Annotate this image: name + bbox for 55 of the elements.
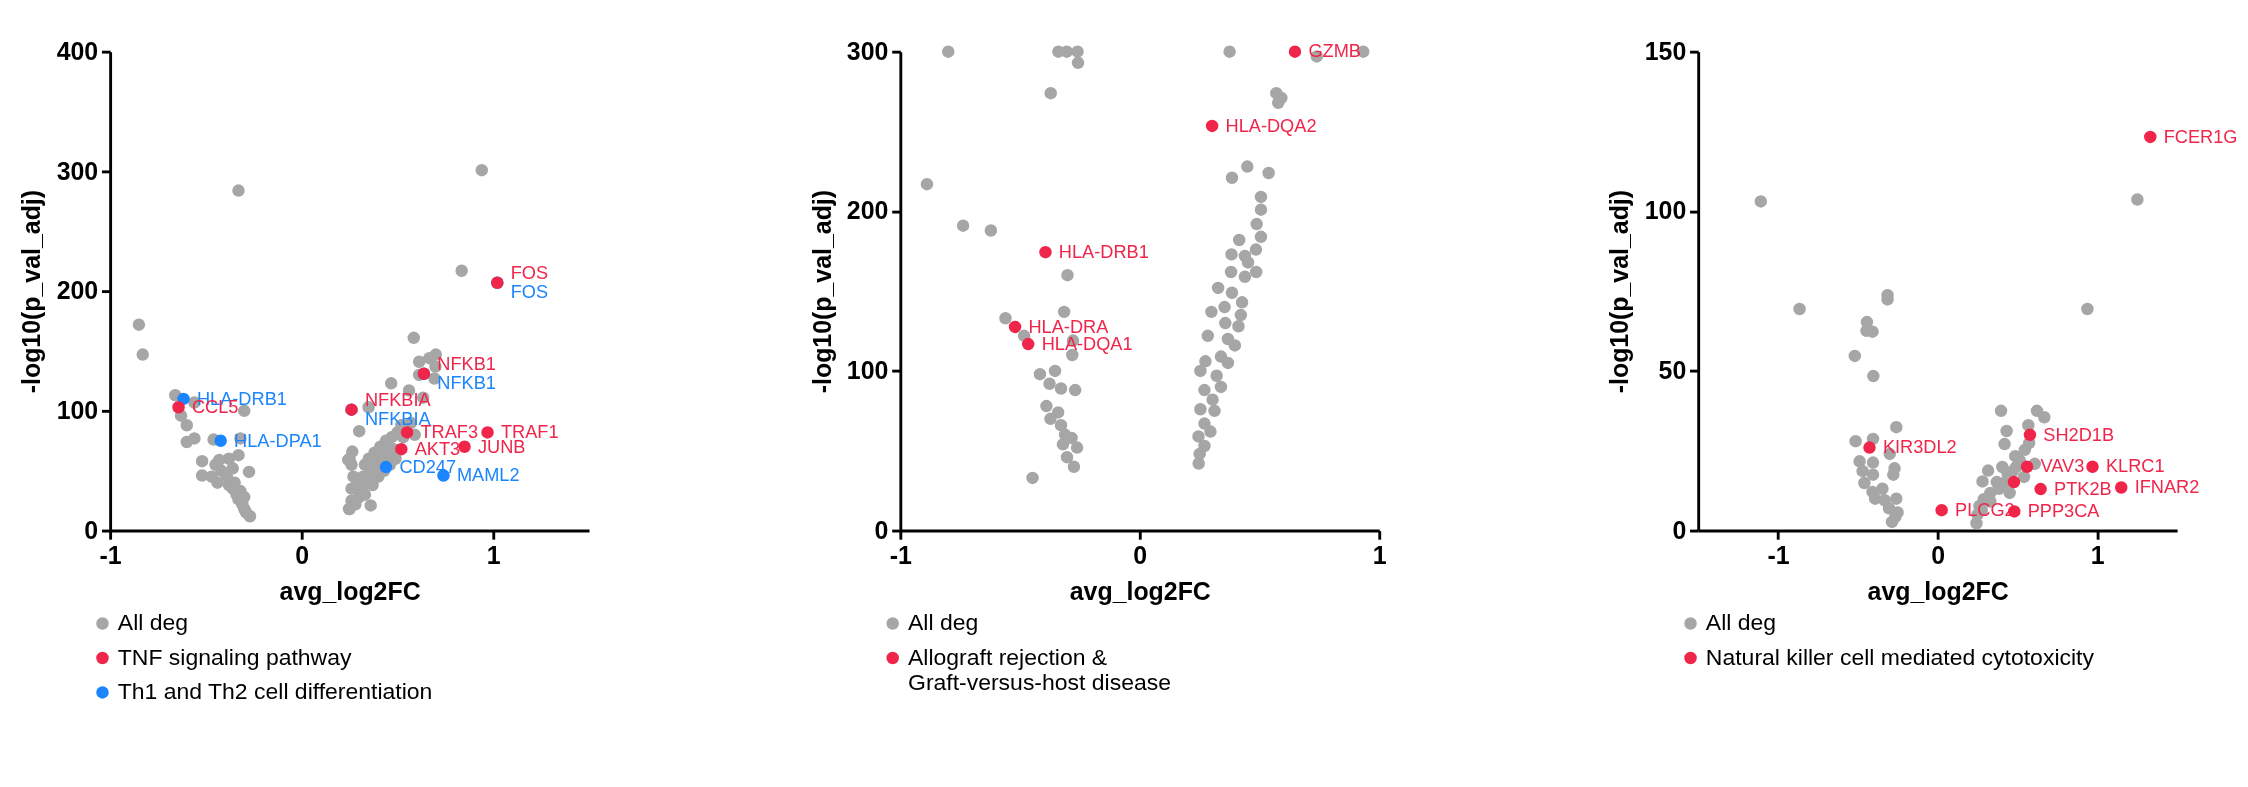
y-tick-label: 400 — [56, 36, 99, 65]
annotation: AKT3 — [414, 438, 461, 459]
x-tick-label: 0 — [1133, 540, 1148, 569]
annotation: PPP3CA — [2027, 501, 2101, 522]
x-tick-label: 1 — [486, 540, 501, 569]
x-tick-label: -1 — [1767, 540, 1790, 569]
annotation: KLRC1 — [2105, 456, 2165, 477]
annotation: GZMB — [1308, 41, 1361, 62]
y-tick-label: 200 — [846, 196, 889, 225]
x-axis-title: avg_log2FC — [1069, 577, 1211, 606]
y-tick-label: 300 — [56, 156, 99, 185]
annotation: NFKB1 — [437, 373, 496, 394]
x-axis-title: avg_log2FC — [1867, 577, 2009, 606]
annotation: VAV3 — [2040, 456, 2085, 477]
annotation: FOS — [510, 262, 549, 283]
y-axis-title: -log10(p_val_adj) — [17, 189, 46, 394]
annotation: CD247 — [399, 456, 457, 477]
x-tick-label: 1 — [2090, 540, 2105, 569]
legend-label: Th1 and Th2 cell differentiation — [117, 678, 433, 705]
annotation: HLA-DQA2 — [1225, 115, 1317, 136]
y-tick-label: 300 — [846, 36, 889, 65]
y-tick-label: 100 — [1644, 196, 1687, 225]
annotation: FOS — [510, 282, 549, 303]
x-tick-label: 1 — [1372, 540, 1387, 569]
annotation: SH2D1B — [2043, 424, 2115, 445]
annotation: KIR3DL2 — [1882, 437, 1957, 458]
annotation: FCER1G — [2163, 126, 2238, 147]
legend-label: All deg — [1705, 609, 1777, 636]
y-tick-label: 150 — [1644, 36, 1687, 65]
legend-label: TNF signaling pathway — [117, 643, 352, 670]
annotation: HLA-DPA1 — [234, 430, 322, 451]
y-tick-label: 0 — [1672, 515, 1687, 544]
y-tick-label: 100 — [56, 395, 99, 424]
annotation: PTK2B — [2054, 478, 2112, 499]
annotation: HLA-DRB1 — [1058, 241, 1149, 262]
y-axis-title: -log10(p_val_adj) — [807, 189, 836, 394]
x-tick-label: -1 — [889, 540, 913, 569]
x-tick-label: 0 — [1931, 540, 1946, 569]
annotation: MAML2 — [456, 465, 520, 486]
legend-label: All deg — [908, 609, 979, 636]
legend-label: Allograft rejection & Graft-versus-host disease — [908, 643, 1171, 695]
legend-label: Natural killer cell mediated cytotoxicity — [1705, 643, 2095, 670]
y-tick-label: 200 — [56, 276, 99, 305]
y-tick-label: 100 — [846, 356, 889, 385]
y-tick-label: 50 — [1658, 356, 1687, 385]
annotation: NFKBIA — [364, 389, 432, 410]
x-axis-title: avg_log2FC — [279, 577, 421, 606]
y-tick-label: 0 — [84, 515, 99, 544]
annotation: IFNAR2 — [2134, 477, 2200, 498]
y-axis-title: -log10(p_val_adj) — [1605, 189, 1634, 394]
legend-label: All deg — [117, 609, 189, 636]
x-tick-label: 0 — [295, 540, 310, 569]
x-tick-label: -1 — [99, 540, 122, 569]
y-tick-label: 0 — [874, 515, 889, 544]
annotation: NFKB1 — [437, 353, 496, 374]
